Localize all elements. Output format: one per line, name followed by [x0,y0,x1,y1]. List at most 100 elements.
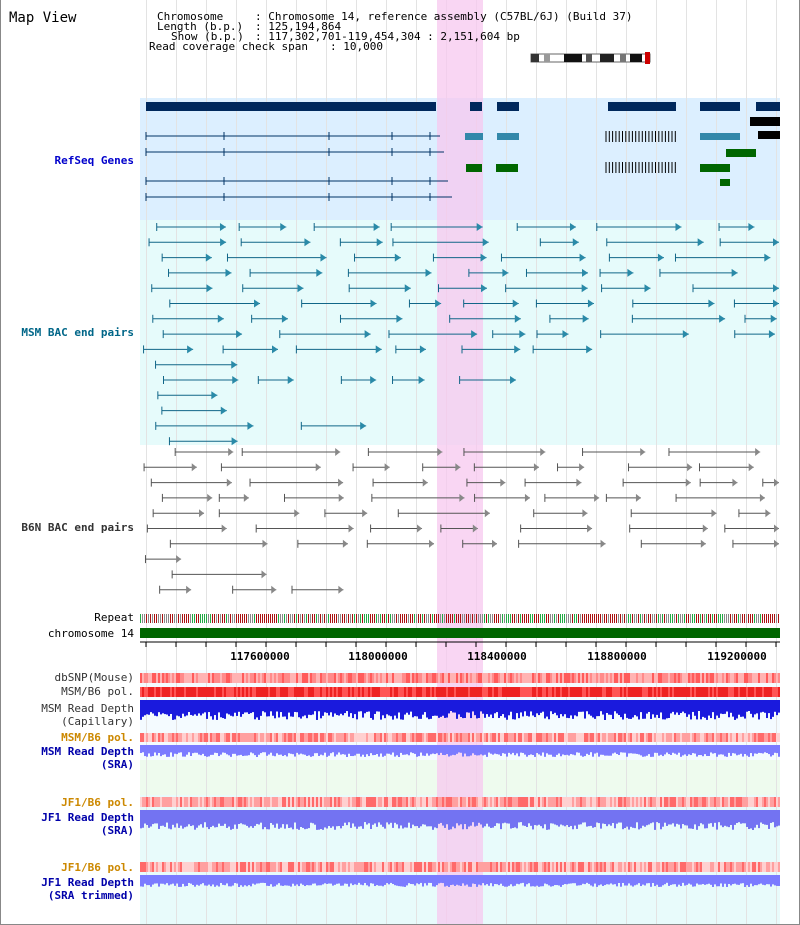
jf1-b6-pol-cell [272,797,274,807]
msm-b6-pol-2-cell [746,733,748,742]
msm-bac-track[interactable] [143,223,779,446]
label-b6n-bac[interactable]: B6N BAC end pairs [21,521,134,534]
jf1-b6-pol-2-cell [650,862,652,872]
msm-b6-pol-cell [394,687,396,697]
msm-b6-pol-cell [280,687,282,697]
jf1-depth-sra-bar [778,810,780,826]
msm-bac-end [187,345,194,354]
jf1-b6-pol-cell [456,797,458,807]
refseq-gene [465,133,483,140]
jf1-depth-trim-bar [206,875,208,886]
repeat-element [152,614,153,623]
jf1-b6-pol-cell [586,797,588,807]
chromosome-ideogram[interactable] [530,52,651,64]
dbsnp-cell [194,673,196,683]
jf1-depth-sra-bar [606,810,608,827]
jf1-b6-pol-cell [372,797,374,807]
jf1-depth-trim-bar [358,875,360,883]
jf1-depth-trim-bar [186,875,188,887]
jf1-b6-pol-2-cell [622,862,624,872]
jf1-b6-pol-2-cell [600,862,602,872]
dbsnp-cell [406,673,408,683]
selected-region-highlight[interactable] [437,0,483,925]
label-refseq[interactable]: RefSeq Genes [55,154,134,167]
jf1-depth-sra-bar [354,810,356,827]
jf1-depth-sra-bar [632,810,634,828]
msm-b6-pol-cell [512,687,514,697]
jf1-depth-trim-bar [356,875,358,885]
b6n-bac-track[interactable] [143,448,779,594]
msm-depth-capillary-bar [744,700,746,719]
jf1-depth-sra-bar [624,810,626,829]
jf1-depth-sra-bar [176,810,178,824]
msm-depth-capillary-bar [520,700,522,713]
repeat-element [778,614,779,623]
msm-depth-sra-bar [658,745,660,756]
msm-b6-pol-cell [152,687,154,697]
repeat-element [496,614,497,623]
jf1-b6-pol-cell [702,797,704,807]
jf1-b6-pol-2-cell [614,862,616,872]
jf1-b6-pol-2-cell [558,862,560,872]
msm-b6-pol-2-cell [564,733,566,742]
jf1-b6-pol-2-cell [606,862,608,872]
msm-b6-pol-2-cell [576,733,578,742]
msm-depth-sra-bar [774,745,776,753]
jf1-depth-trim-bar [232,875,234,886]
msm-b6-pol-2-cell [686,733,688,742]
msm-b6-pol-2-cell [142,733,144,742]
msm-depth-capillary-bar [348,700,350,717]
jf1-depth-sra-bar [188,810,190,825]
repeat-element [480,614,481,623]
jf1-b6-pol-cell [580,797,582,807]
jf1-b6-pol-cell [668,797,670,807]
msm-depth-capillary-bar [538,700,540,716]
data-tracks[interactable] [140,673,780,887]
jf1-b6-pol-2-cell [696,862,698,872]
msm-b6-pol-cell [374,687,376,697]
msm-b6-pol-2-cell [348,733,350,742]
msm-depth-capillary-bar [452,700,454,713]
b6n-bac-end [540,448,546,456]
chromosome-bar[interactable] [140,628,780,638]
msm-b6-pol-2-cell [604,733,606,742]
jf1-depth-trim-bar [664,875,666,885]
msm-depth-sra-bar [586,745,588,754]
dbsnp-cell [326,673,328,683]
dbsnp-cell [552,673,554,683]
jf1-depth-trim-bar [316,875,318,886]
repeat-element [170,614,171,623]
repeat-element [484,614,485,623]
msm-depth-capillary-bar [312,700,314,715]
dbsnp-cell [750,673,752,683]
jf1-b6-pol-cell [776,797,778,807]
msm-b6-pol-2-cell [416,733,418,742]
msm-depth-sra-bar [772,745,774,756]
msm-depth-sra-bar [520,745,522,753]
msm-depth-capillary-bar [208,700,210,713]
dbsnp-cell [518,673,520,683]
msm-depth-capillary-bar [672,700,674,712]
jf1-depth-sra-bar [310,810,312,823]
repeat-element [632,614,633,623]
dbsnp-cell [590,673,592,683]
msm-b6-pol-2-cell [226,733,228,742]
jf1-depth-sra-bar [154,810,156,824]
msm-b6-pol-cell [552,687,554,697]
msm-depth-capillary-bar [556,700,558,716]
jf1-depth-trim-bar [712,875,714,887]
jf1-depth-sra-bar [560,810,562,825]
repeat-element [436,614,437,623]
jf1-b6-pol-2-cell [520,862,522,872]
msm-b6-pol-2-cell [542,733,544,742]
msm-depth-capillary-bar [240,700,242,717]
jf1-b6-pol-cell [346,797,348,807]
jf1-depth-trim-bar [452,875,454,885]
label-msm-bac[interactable]: MSM BAC end pairs [21,326,134,339]
msm-bac-end [480,284,487,293]
jf1-depth-sra-bar [406,810,408,828]
dbsnp-cell [640,673,642,683]
jf1-depth-sra-bar [558,810,560,827]
repeat-track[interactable] [140,614,779,623]
refseq-genes-track[interactable] [145,102,780,201]
